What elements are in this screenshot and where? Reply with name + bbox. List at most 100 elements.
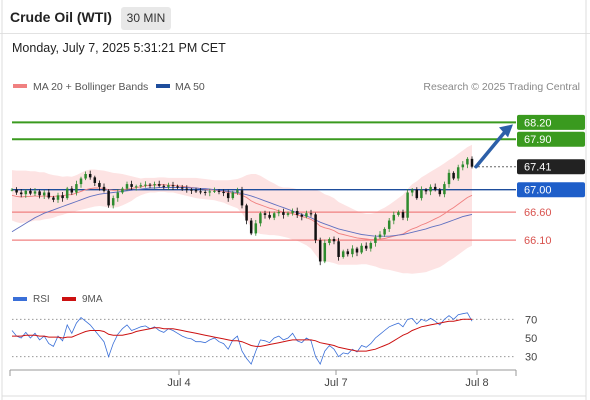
- candle-body: [309, 213, 313, 215]
- candle-body: [263, 213, 267, 215]
- candle-body: [88, 174, 92, 178]
- candle-body: [429, 186, 432, 192]
- candle-body: [38, 191, 41, 196]
- candle-body: [19, 192, 23, 195]
- candle-body: [369, 242, 373, 249]
- candle-body: [401, 212, 405, 218]
- candle-body: [277, 212, 281, 214]
- rsi-tick-30: 30: [525, 352, 537, 364]
- candle-body: [79, 178, 83, 185]
- candle-body: [199, 191, 202, 193]
- candle-body: [254, 223, 258, 234]
- candle-body: [185, 188, 189, 190]
- candle-body: [337, 241, 340, 257]
- time-tick-label: Jul 8: [465, 377, 488, 389]
- timeframe-badge[interactable]: 30 MIN: [121, 7, 171, 30]
- candle-body: [318, 240, 322, 262]
- candle-body: [153, 184, 156, 186]
- ma20-legend-swatch: [13, 84, 27, 88]
- candle-body: [305, 213, 308, 217]
- candle-body: [438, 189, 442, 195]
- candle-body: [259, 213, 262, 224]
- candle-body: [392, 214, 396, 221]
- level-badge-68-20: [517, 114, 585, 130]
- rsi-legend-label: RSI: [33, 294, 50, 305]
- candle-body: [194, 190, 198, 192]
- level-label-67-41: 67.41: [524, 162, 552, 174]
- level-label-66-10: 66.10: [524, 235, 552, 247]
- chart-datetime: Monday, July 7, 2025 5:31:21 PM CET: [12, 41, 226, 55]
- candle-body: [282, 212, 285, 215]
- candle-body: [144, 184, 147, 186]
- candle-body: [291, 211, 294, 214]
- candle-body: [61, 195, 64, 199]
- candle-body: [157, 184, 161, 186]
- ma9-legend-label: 9MA: [82, 294, 103, 305]
- candle-body: [346, 251, 350, 255]
- candle-body: [93, 177, 97, 183]
- level-label-68-20: 68.20: [524, 117, 552, 129]
- rsi-line: [11, 312, 473, 366]
- candle-body: [226, 193, 230, 199]
- candle-body: [208, 191, 212, 193]
- candle-body: [387, 220, 391, 229]
- candle-body: [98, 182, 101, 187]
- candle-body: [406, 192, 409, 218]
- candle-body: [107, 190, 110, 206]
- candle-body: [466, 158, 469, 165]
- ma50-legend-swatch: [156, 84, 170, 88]
- candle-body: [203, 191, 207, 193]
- level-badge-67-41: [517, 159, 585, 175]
- rsi-pane: 70 50 30: [11, 312, 537, 366]
- candle-body: [65, 188, 69, 199]
- candle-body: [130, 184, 133, 187]
- level-badge-67-00: [517, 182, 585, 198]
- candle-body: [323, 242, 327, 262]
- candle-body: [24, 190, 28, 195]
- candle-body: [268, 214, 271, 218]
- candle-body: [378, 234, 382, 238]
- time-tick-label: Jul 7: [324, 377, 347, 389]
- candle-body: [47, 192, 51, 198]
- ma20-legend-label: MA 20 + Bollinger Bands: [33, 81, 148, 93]
- candle-body: [162, 185, 166, 187]
- candle-body: [52, 197, 55, 200]
- candle-body: [351, 248, 354, 255]
- candle-body: [171, 185, 175, 187]
- candle-body: [341, 251, 345, 257]
- candle-body: [456, 167, 460, 179]
- ma9-legend-swatch: [62, 297, 76, 301]
- candle-body: [56, 195, 60, 200]
- ma50-legend-label: MA 50: [175, 81, 205, 93]
- candle-body: [75, 184, 78, 193]
- candle-body: [236, 190, 239, 193]
- header-divider: [0, 33, 590, 34]
- candle-body: [328, 239, 331, 243]
- candle-body: [231, 192, 235, 199]
- level-label-67-90: 67.90: [524, 134, 552, 146]
- candle-body: [148, 184, 152, 186]
- level-label-66-60: 66.60: [524, 207, 552, 219]
- candle-body: [415, 189, 419, 199]
- candle-body: [286, 213, 290, 215]
- candle-body: [102, 186, 106, 191]
- price-level-labels: 68.20 67.90 67.41 67.00 66.60 66.10: [517, 114, 585, 247]
- candle-body: [443, 184, 446, 195]
- ma9-line: [12, 318, 472, 352]
- candle-body: [134, 186, 138, 188]
- candle-body: [420, 189, 423, 199]
- source-credit: Research © 2025 Trading Central: [423, 81, 580, 93]
- candle-body: [116, 192, 120, 199]
- candle-body: [332, 239, 336, 242]
- candle-body: [272, 213, 276, 218]
- candle-body: [121, 188, 124, 193]
- candle-body: [42, 192, 46, 196]
- candle-body: [180, 187, 184, 189]
- candle-body: [447, 172, 451, 185]
- candle-body: [167, 185, 170, 187]
- candle-body: [433, 186, 437, 190]
- candle-body: [15, 189, 18, 193]
- rsi-tick-50: 50: [525, 333, 537, 345]
- candle-body: [300, 214, 304, 217]
